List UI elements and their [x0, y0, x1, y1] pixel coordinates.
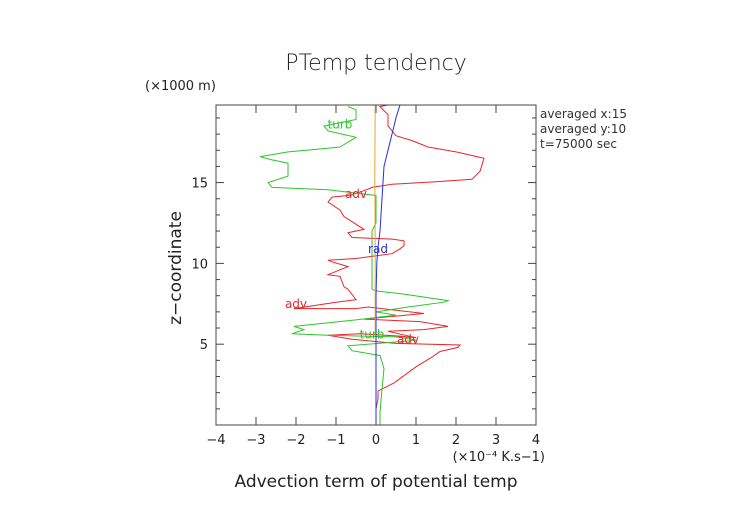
- y-unit-label: (×1000 m): [145, 79, 216, 94]
- x-tick-label: 0: [372, 433, 380, 448]
- series-label-turb: turb: [328, 117, 353, 131]
- x-unit-label: (×10⁻⁴ K.s−1): [453, 450, 545, 465]
- x-tick-label: 3: [492, 433, 500, 448]
- x-tick-label: −3: [246, 433, 265, 448]
- series-line-rad: [375, 105, 401, 425]
- info-line: t=75000 sec: [540, 137, 617, 151]
- x-tick-label: 1: [412, 433, 420, 448]
- info-line: averaged y:10: [540, 122, 626, 136]
- y-axis-label: z−coordinate: [166, 211, 186, 325]
- plot-curves: [259, 105, 485, 425]
- info-line: averaged x:15: [540, 107, 627, 121]
- x-tick-label: 2: [452, 433, 460, 448]
- plot-ticks: −4 −3 −2 −1 0 1 2 3 4 5 10 15: [191, 105, 540, 448]
- x-tick-label: 4: [532, 433, 540, 448]
- series-label-adv: adv: [397, 332, 419, 346]
- chart-title: PTemp tendency: [285, 51, 467, 76]
- series-label-adv: adv: [345, 187, 367, 201]
- y-tick-label: 5: [200, 338, 208, 353]
- series-line-turb: [259, 106, 450, 425]
- y-tick-label: 15: [191, 177, 208, 192]
- series-label-adv: adv: [285, 297, 307, 311]
- x-tick-label: −2: [286, 433, 305, 448]
- y-tick-label: 10: [191, 257, 208, 272]
- plot-frame: [215, 104, 537, 426]
- series-label-rad: rad: [368, 242, 388, 256]
- series-line-adv: [293, 105, 485, 425]
- x-tick-label: −4: [206, 433, 225, 448]
- x-axis-label: Advection term of potential temp: [234, 472, 517, 492]
- x-tick-label: −1: [326, 433, 345, 448]
- series-label-turb: turb: [360, 327, 385, 341]
